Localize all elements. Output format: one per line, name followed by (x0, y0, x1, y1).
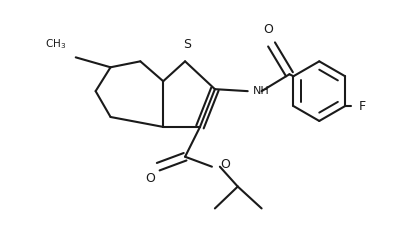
Text: O: O (264, 24, 274, 36)
Text: O: O (220, 158, 230, 171)
Text: CH$_3$: CH$_3$ (45, 38, 66, 51)
Text: NH: NH (253, 86, 269, 96)
Text: F: F (359, 100, 366, 112)
Text: O: O (145, 172, 155, 185)
Text: S: S (183, 38, 191, 51)
